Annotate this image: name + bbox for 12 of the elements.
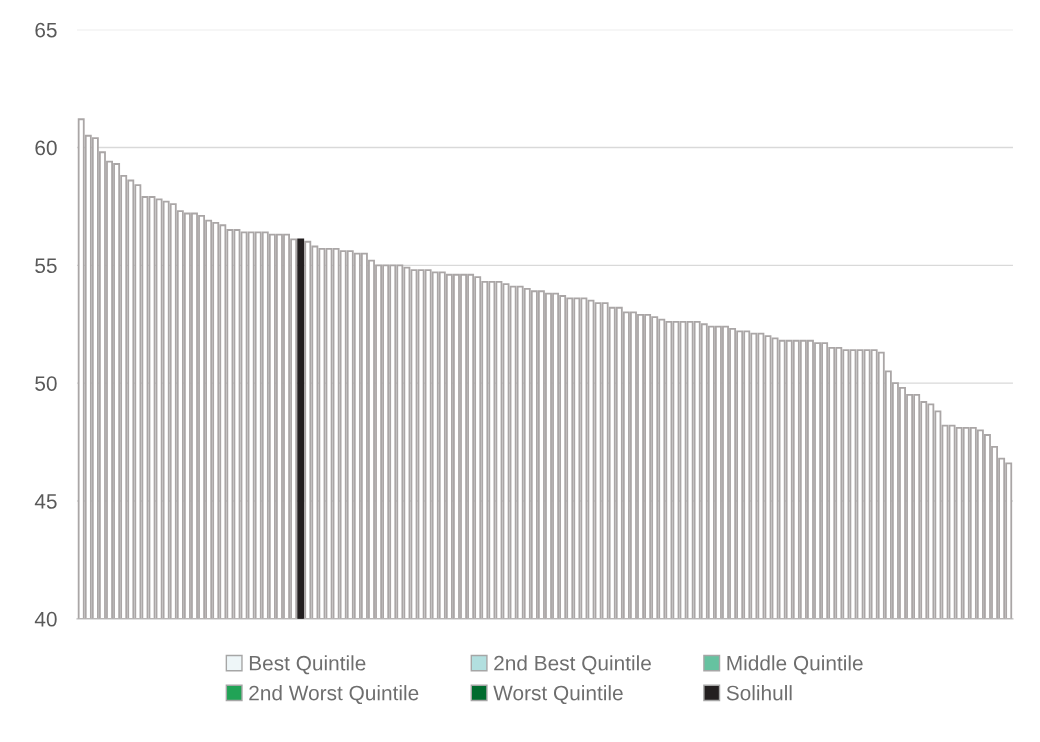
legend-label: Middle Quintile [727, 655, 863, 675]
y-tick-label: 55 [35, 258, 57, 274]
legend-label: Best Quintile [249, 655, 366, 675]
y-tick-label: 60 [35, 140, 57, 156]
y-tick-label: 65 [35, 22, 57, 38]
legend-label: Worst Quintile [493, 685, 623, 705]
y-tick-label: 45 [34, 494, 57, 509]
legend-label: 2nd Worst Quintile [249, 685, 419, 705]
y-tick-label: 50 [35, 376, 57, 391]
legend-label: 2nd Best Quintile [494, 655, 651, 675]
legend-label: Solihull [726, 685, 792, 701]
y-tick-label: 40 [34, 611, 57, 627]
